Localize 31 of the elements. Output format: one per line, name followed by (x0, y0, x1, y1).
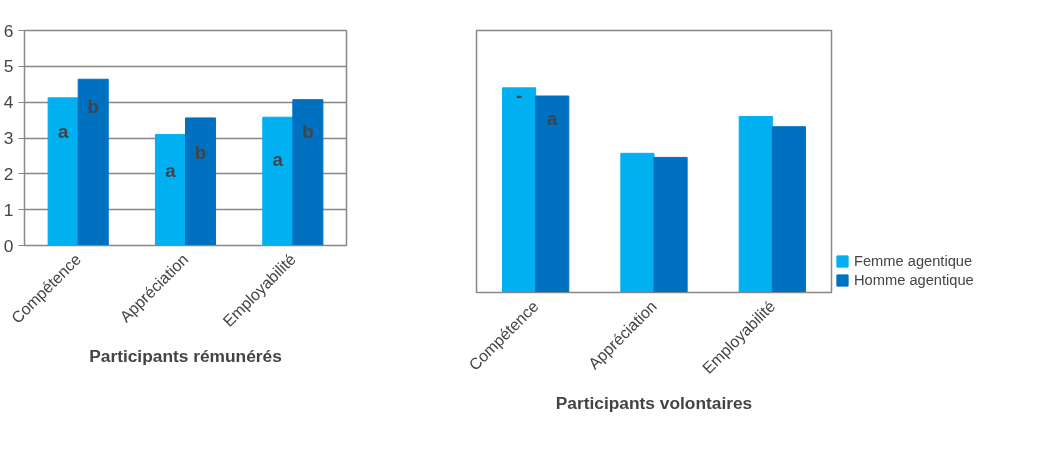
bar (502, 87, 537, 293)
y-tick-label: 4 (3, 92, 14, 113)
legend-label: Femme agentique (854, 253, 973, 269)
annotation: a (57, 120, 69, 142)
annotation: a (165, 160, 177, 181)
annotation: b (87, 95, 99, 117)
y-tick-label: 3 (3, 128, 14, 148)
bar (47, 97, 79, 246)
y-tick-label: 2 (3, 163, 14, 184)
y-tick-label: 6 (3, 20, 14, 41)
bar (653, 156, 688, 293)
bar (620, 152, 655, 293)
bar (292, 99, 324, 246)
bar (77, 78, 109, 246)
y-tick-label: 1 (3, 199, 14, 220)
y-tick-label: 5 (3, 56, 14, 77)
legend-label: Homme agentique (854, 272, 974, 288)
bar (154, 133, 186, 246)
annotation: - (515, 85, 523, 107)
annotation: a (272, 149, 284, 171)
bar (738, 115, 773, 293)
bar (771, 126, 806, 293)
bar (185, 117, 217, 246)
annotation: b (194, 142, 207, 164)
text: Participants volontaires (555, 392, 753, 413)
y-tick-label: 0 (3, 235, 14, 256)
bar (262, 116, 294, 246)
annotation: a (547, 107, 559, 129)
text: Participants rémunérés (89, 345, 282, 366)
annotation: b (302, 120, 314, 142)
bar (535, 95, 570, 293)
